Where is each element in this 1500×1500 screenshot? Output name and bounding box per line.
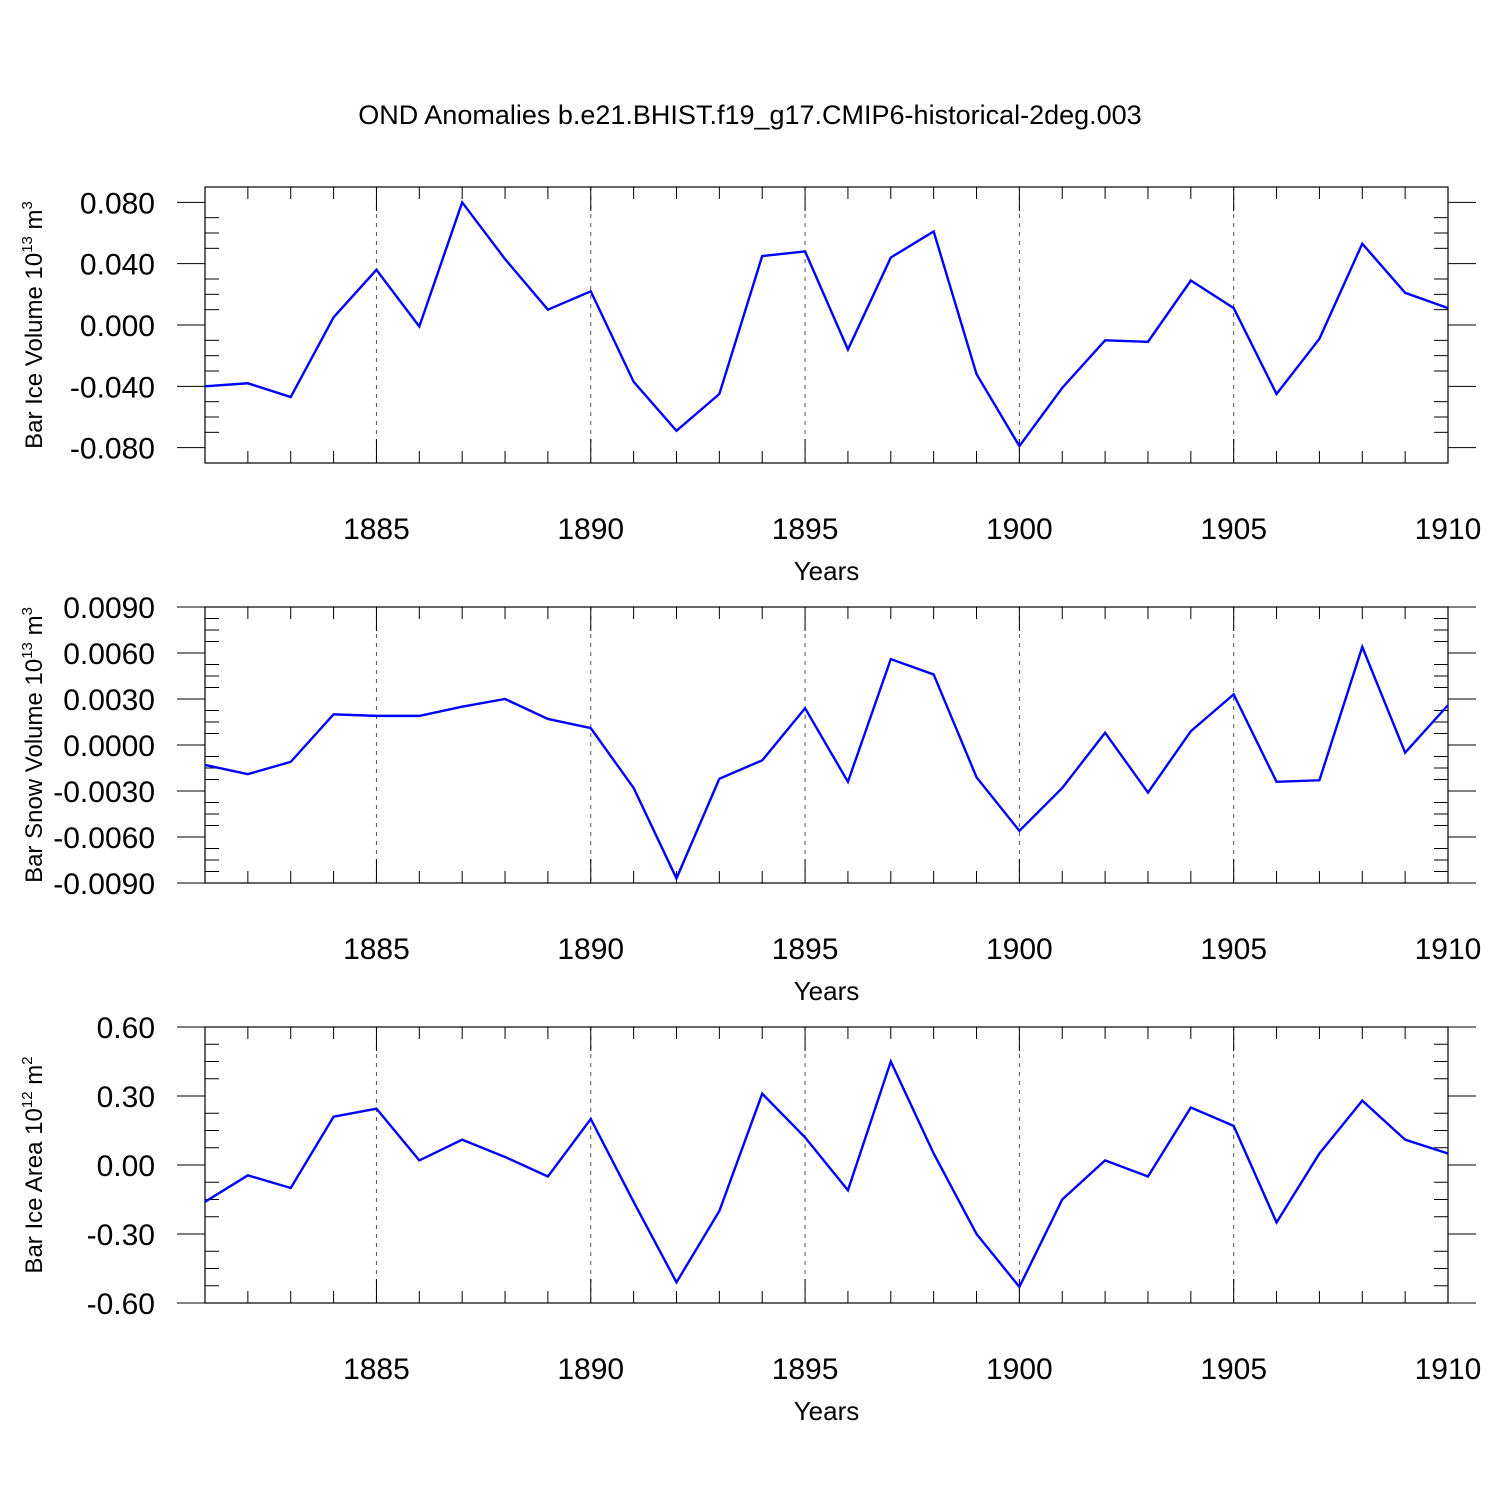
y-axis-label: Bar Ice Area 1012 m2	[19, 1056, 48, 1273]
x-tick-label: 1890	[557, 1353, 624, 1386]
y-tick-label: -0.0090	[53, 868, 155, 901]
y-axis-label-text: Bar Ice Area 10	[21, 1108, 48, 1273]
x-tick-label: 1910	[1415, 933, 1482, 966]
y-tick-label: 0.040	[80, 249, 155, 282]
x-tick-label: 1905	[1200, 1353, 1267, 1386]
x-tick-label: 1900	[986, 933, 1053, 966]
y-axis-label-exponent: 13	[19, 236, 36, 253]
y-tick-label: 0.00	[97, 1150, 155, 1183]
chart-panel-1: -0.080 -0.040 0.000 0.040 0.080 1885 1890 1895 1…	[19, 186, 1482, 586]
x-tick-label: 1910	[1415, 513, 1482, 546]
x-tick-label: 1900	[986, 1353, 1053, 1386]
y-axis-label-unit: m	[21, 209, 48, 236]
y-tick-label: -0.0030	[53, 776, 155, 809]
y-axis-label: Bar Snow Volume 1013 m3	[19, 607, 48, 883]
y-tick-label: -0.040	[70, 371, 155, 404]
y-axis-label-unit-exponent: 2	[19, 1056, 36, 1064]
series-line-1	[204, 1058, 1449, 1290]
chart-panel-2: -0.0090 -0.0060 -0.0030 0.0000 0.0030 0.0060 0…	[19, 592, 1481, 1006]
y-tick-label: 0.080	[80, 187, 155, 220]
y-tick-label: 0.000	[80, 310, 155, 343]
y-axis-label: Bar Ice Volume 1013 m3	[19, 201, 48, 449]
y-axis-label-unit-exponent: 3	[19, 201, 36, 209]
chart-panel-3: -0.60 -0.30 0.00 0.30 0.60 1885 1890 1895 1900 19…	[19, 1012, 1481, 1426]
y-tick-label: 0.60	[97, 1012, 155, 1045]
y-tick-label: 0.0060	[63, 638, 155, 671]
x-tick-label: 1895	[772, 513, 839, 546]
x-tick-label: 1900	[986, 513, 1053, 546]
x-tick-label: 1890	[557, 513, 624, 546]
x-axis-label: Years	[794, 556, 860, 586]
x-axis-label: Years	[794, 1396, 860, 1426]
y-tick-label: 0.0090	[63, 592, 155, 625]
x-tick-label: 1895	[772, 933, 839, 966]
x-axis-label: Years	[794, 976, 860, 1006]
y-axis-label-unit: m	[21, 615, 48, 642]
x-tick-label: 1890	[557, 933, 624, 966]
y-axis-label-text: Bar Snow Volume 10	[21, 659, 48, 883]
x-tick-label: 1885	[343, 513, 410, 546]
y-tick-label: 0.0030	[63, 684, 155, 717]
y-axis-label-exponent: 13	[19, 642, 36, 659]
y-tick-label: -0.30	[87, 1219, 155, 1252]
y-tick-label: -0.0060	[53, 822, 155, 855]
y-axis-label-unit-exponent: 3	[19, 607, 36, 615]
panels: -0.080 -0.040 0.000 0.040 0.080 1885 1890 1895 1…	[19, 186, 1482, 1426]
y-tick-label: -0.080	[70, 433, 155, 466]
x-tick-label: 1895	[772, 1353, 839, 1386]
y-axis-label-unit: m	[21, 1065, 48, 1092]
y-axis-label-exponent: 12	[19, 1091, 36, 1108]
series-line-1	[204, 643, 1449, 882]
x-tick-label: 1905	[1200, 933, 1267, 966]
y-axis-label-text: Bar Ice Volume 10	[21, 253, 48, 449]
figure-title: OND Anomalies b.e21.BHIST.f19_g17.CMIP6-…	[358, 100, 1141, 130]
y-tick-label: -0.60	[87, 1288, 155, 1321]
y-tick-label: 0.0000	[63, 730, 155, 763]
x-tick-label: 1905	[1200, 513, 1267, 546]
x-tick-label: 1885	[343, 1353, 410, 1386]
series-line-1	[204, 199, 1449, 449]
y-tick-label: 0.30	[97, 1081, 155, 1114]
x-tick-label: 1910	[1415, 1353, 1482, 1386]
x-tick-label: 1885	[343, 933, 410, 966]
